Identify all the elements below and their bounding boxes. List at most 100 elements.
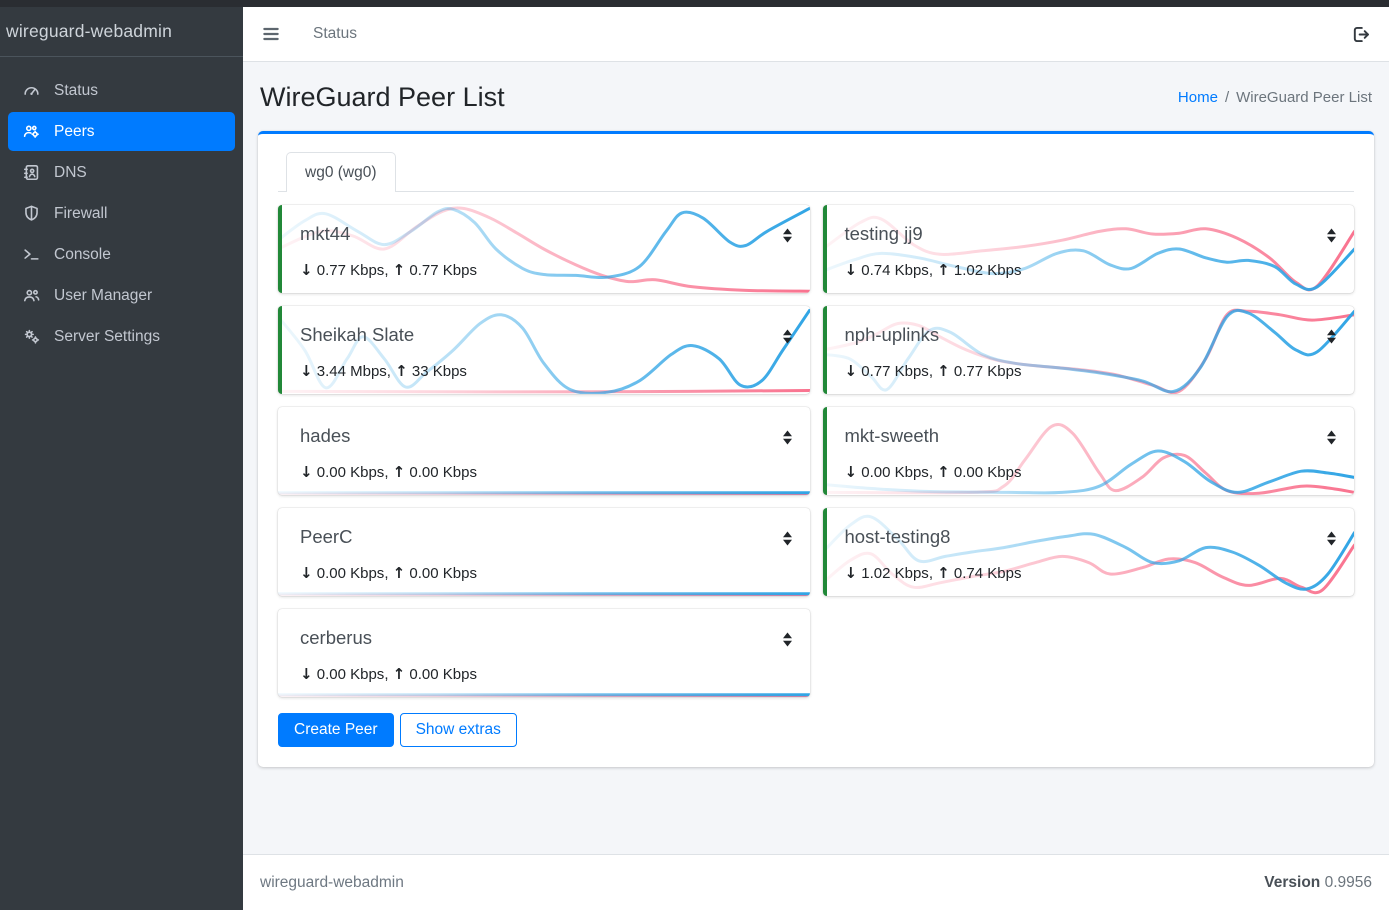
upload-arrow-icon: ↑: [937, 463, 950, 481]
sidebar-item-peers[interactable]: Peers: [8, 112, 235, 151]
upload-arrow-icon: ↑: [395, 362, 408, 380]
download-arrow-icon: ↓: [844, 261, 858, 279]
sidebar-item-user-manager[interactable]: User Manager: [8, 276, 235, 315]
peer-list-card: wg0 (wg0) mkt44 ↓ 0.77 Kbps, ↑ 0.77 Kbps t…: [258, 131, 1374, 767]
sidebar-item-label: Console: [54, 245, 111, 263]
top-dark-strip: [0, 0, 1389, 7]
peer-card[interactable]: PeerC ↓ 0.00 Kbps, ↑ 0.00 Kbps: [278, 508, 810, 596]
top-navbar: Status: [243, 7, 1389, 62]
shield-icon: [22, 204, 41, 223]
peer-card[interactable]: Sheikah Slate ↓ 3.44 Mbps, ↑ 33 Kbps: [278, 306, 810, 394]
sign-out-icon[interactable]: [1350, 24, 1371, 45]
peer-name[interactable]: mkt44: [300, 223, 351, 244]
sidebar-nav: Status Peers DNS Firewall Console User Manage…: [0, 63, 243, 364]
page-title: WireGuard Peer List: [260, 82, 505, 112]
sort-icon[interactable]: [1325, 227, 1338, 244]
footer-version-value: 0.9956: [1324, 873, 1372, 891]
sort-icon[interactable]: [781, 631, 794, 648]
sort-icon[interactable]: [781, 429, 794, 446]
peer-name[interactable]: PeerC: [300, 526, 353, 547]
sidebar-item-firewall[interactable]: Firewall: [8, 194, 235, 233]
sidebar-item-label: DNS: [54, 163, 87, 181]
sort-icon[interactable]: [1325, 328, 1338, 345]
peer-name[interactable]: host-testing8: [844, 526, 951, 547]
tab-wg0[interactable]: wg0 (wg0): [286, 152, 396, 192]
traffic-sparkline: [278, 407, 810, 495]
download-value: 0.00 Kbps: [861, 464, 929, 481]
sidebar: wireguard-webadmin Status Peers DNS Firewal…: [0, 0, 243, 910]
sidebar-item-label: Peers: [54, 122, 95, 140]
upload-arrow-icon: ↑: [392, 463, 406, 481]
upload-value: 0.77 Kbps: [409, 262, 477, 279]
download-arrow-icon: ↓: [300, 665, 313, 683]
download-value: 3.44 Mbps: [316, 363, 387, 380]
peer-card[interactable]: mkt44 ↓ 0.77 Kbps, ↑ 0.77 Kbps: [278, 205, 810, 293]
actions-row: Create Peer Show extras: [278, 713, 1354, 747]
peer-card[interactable]: host-testing8 ↓ 1.02 Kbps, ↑ 0.74 Kbps: [822, 508, 1354, 596]
sidebar-item-server-settings[interactable]: Server Settings: [8, 317, 235, 356]
sort-icon[interactable]: [781, 227, 794, 244]
peer-card[interactable]: nph-uplinks ↓ 0.77 Kbps, ↑ 0.77 Kbps: [822, 306, 1354, 394]
upload-value: 33 Kbps: [411, 363, 467, 380]
peer-name[interactable]: mkt-sweeth: [844, 425, 940, 446]
users-gear-icon: [22, 122, 41, 141]
sidebar-item-console[interactable]: Console: [8, 235, 235, 274]
breadcrumb-separator: /: [1224, 89, 1230, 106]
sort-icon[interactable]: [781, 530, 794, 547]
upload-arrow-icon: ↑: [937, 261, 950, 279]
gauge-icon: [22, 81, 41, 100]
footer-version-label: Version: [1264, 873, 1321, 891]
peer-name[interactable]: nph-uplinks: [844, 324, 940, 345]
download-arrow-icon: ↓: [844, 463, 858, 481]
traffic-sparkline: [278, 306, 810, 394]
upload-arrow-icon: ↑: [937, 362, 950, 380]
content-area: WireGuard Peer List Home / WireGuard Pee…: [243, 62, 1389, 854]
peer-name[interactable]: cerberus: [300, 627, 372, 648]
peer-traffic-stats: ↓ 0.00 Kbps, ↑ 0.00 Kbps: [300, 665, 477, 683]
peer-name[interactable]: testing jj9: [844, 223, 923, 244]
peer-name[interactable]: hades: [300, 425, 351, 446]
sort-icon[interactable]: [781, 328, 794, 345]
upload-arrow-icon: ↑: [392, 665, 406, 683]
sidebar-item-label: User Manager: [54, 286, 153, 304]
peer-name[interactable]: Sheikah Slate: [300, 324, 415, 345]
upload-value: 0.00 Kbps: [409, 666, 477, 683]
menu-toggle-icon[interactable]: [261, 24, 281, 44]
upload-value: 0.00 Kbps: [409, 464, 477, 481]
sidebar-item-dns[interactable]: DNS: [8, 153, 235, 192]
sidebar-brand[interactable]: wireguard-webadmin: [0, 7, 243, 57]
peer-traffic-stats: ↓ 0.74 Kbps, ↑ 1.02 Kbps: [844, 261, 1022, 279]
download-value: 1.02 Kbps: [861, 565, 929, 582]
create-peer-button[interactable]: Create Peer: [278, 713, 394, 747]
gears-icon: [22, 327, 41, 346]
content-header: WireGuard Peer List Home / WireGuard Pee…: [258, 76, 1374, 113]
peer-card[interactable]: hades ↓ 0.00 Kbps, ↑ 0.00 Kbps: [278, 407, 810, 495]
navbar-status-link[interactable]: Status: [313, 25, 357, 42]
upload-value: 0.77 Kbps: [953, 363, 1022, 380]
download-value: 0.00 Kbps: [316, 666, 385, 683]
download-value: 0.74 Kbps: [861, 262, 929, 279]
sidebar-item-label: Status: [54, 81, 98, 99]
upload-arrow-icon: ↑: [937, 564, 950, 582]
download-value: 0.00 Kbps: [316, 565, 385, 582]
sort-icon[interactable]: [1325, 429, 1338, 446]
sort-icon[interactable]: [1325, 530, 1338, 547]
users-icon: [22, 286, 41, 305]
upload-value: 0.74 Kbps: [953, 565, 1022, 582]
peer-card[interactable]: mkt-sweeth ↓ 0.00 Kbps, ↑ 0.00 Kbps: [822, 407, 1354, 495]
download-value: 0.77 Kbps: [861, 363, 929, 380]
peer-traffic-stats: ↓ 3.44 Mbps, ↑ 33 Kbps: [300, 362, 467, 380]
peer-traffic-stats: ↓ 1.02 Kbps, ↑ 0.74 Kbps: [844, 564, 1022, 582]
peer-card[interactable]: testing jj9 ↓ 0.74 Kbps, ↑ 1.02 Kbps: [822, 205, 1354, 293]
peer-traffic-stats: ↓ 0.77 Kbps, ↑ 0.77 Kbps: [844, 362, 1022, 380]
sidebar-item-status[interactable]: Status: [8, 71, 235, 110]
breadcrumb-home-link[interactable]: Home: [1177, 89, 1218, 106]
peer-traffic-stats: ↓ 0.00 Kbps, ↑ 0.00 Kbps: [844, 463, 1022, 481]
traffic-sparkline: [278, 205, 810, 293]
show-extras-button[interactable]: Show extras: [399, 713, 517, 747]
peer-card[interactable]: cerberus ↓ 0.00 Kbps, ↑ 0.00 Kbps: [278, 609, 810, 697]
interface-tab-bar: wg0 (wg0): [278, 152, 1354, 192]
breadcrumb: Home / WireGuard Peer List: [1178, 89, 1372, 106]
download-value: 0.77 Kbps: [316, 262, 385, 279]
upload-arrow-icon: ↑: [392, 261, 406, 279]
